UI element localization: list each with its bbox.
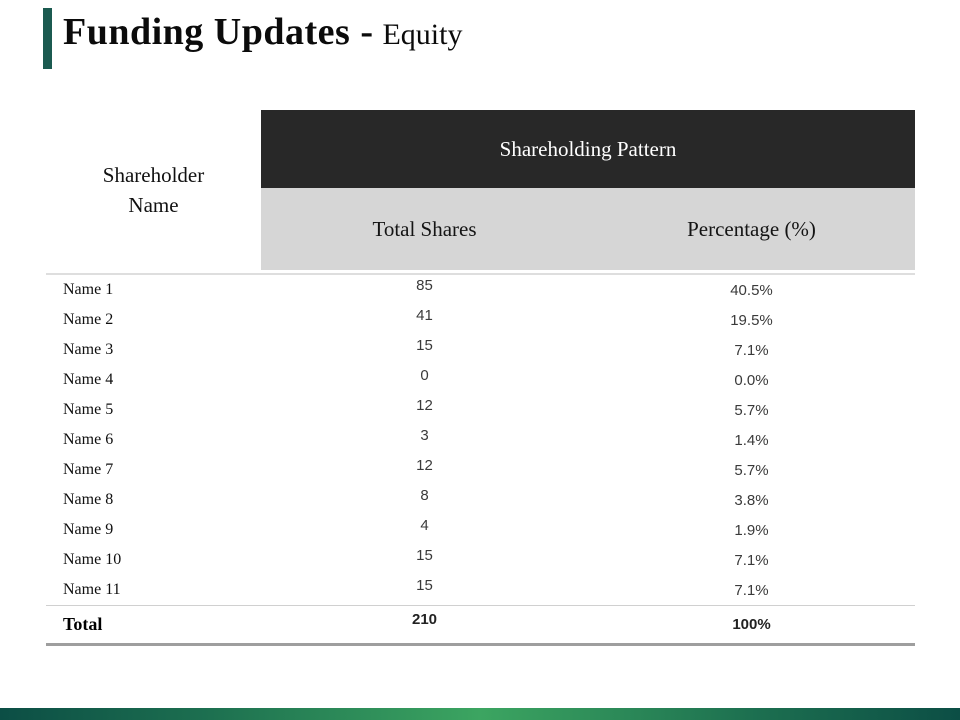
table-row: Name 11 15 7.1% <box>46 575 915 605</box>
total-shares-cell: 12 <box>416 456 433 474</box>
shareholder-name-cell: Name 10 <box>63 551 122 568</box>
page-title-main: Funding Updates - <box>63 11 374 53</box>
table-row: Name 8 8 3.8% <box>46 485 915 515</box>
title-accent-bar <box>43 8 52 69</box>
table-total-row: Total 210 100% <box>46 605 915 646</box>
table-row: Name 6 3 1.4% <box>46 425 915 455</box>
corner-header-label: Shareholder Name <box>102 162 205 217</box>
total-shares-cell: 0 <box>420 366 429 384</box>
total-shares-cell: 3 <box>420 426 429 444</box>
shareholder-name-cell: Name 9 <box>63 521 114 538</box>
table-row: Name 9 4 1.9% <box>46 515 915 545</box>
table-row: Name 1 85 40.5% <box>46 275 915 305</box>
page-title-sub: Equity <box>382 18 463 51</box>
percentage-cell: 1.9% <box>734 521 769 539</box>
total-shares-cell: 85 <box>416 276 433 294</box>
column-header-percentage: Percentage (%) <box>687 216 816 241</box>
total-label-cell: Total <box>63 614 103 634</box>
footer-gradient-bar <box>0 708 960 720</box>
group-header-label: Shareholding Pattern <box>499 136 677 161</box>
shareholder-name-cell: Name 2 <box>63 311 114 328</box>
table-row: Name 7 12 5.7% <box>46 455 915 485</box>
percentage-cell: 0.0% <box>734 371 769 389</box>
total-shares-sum-cell: 210 <box>411 611 438 628</box>
table-row: Name 10 15 7.1% <box>46 545 915 575</box>
shareholder-name-cell: Name 7 <box>63 461 114 478</box>
percentage-cell: 40.5% <box>730 281 773 299</box>
shareholder-name-cell: Name 11 <box>63 581 121 598</box>
table-row: Name 4 0 0.0% <box>46 365 915 395</box>
table-row: Name 2 41 19.5% <box>46 305 915 335</box>
table-body: Name 1 85 40.5% Name 2 41 19.5% Name 3 1… <box>46 273 915 646</box>
corner-header-cell: Shareholder Name <box>46 110 261 270</box>
total-shares-cell: 12 <box>416 396 433 414</box>
percentage-cell: 5.7% <box>734 461 769 479</box>
group-header-cell: Shareholding Pattern <box>261 110 915 188</box>
percentage-cell: 1.4% <box>734 431 769 449</box>
shareholder-name-cell: Name 5 <box>63 401 114 418</box>
shareholder-name-cell: Name 1 <box>63 281 114 298</box>
table-header: Shareholder Name Shareholding Pattern To… <box>46 110 915 270</box>
total-shares-cell: 15 <box>416 576 433 594</box>
percentage-cell: 7.1% <box>734 341 769 359</box>
shareholder-name-cell: Name 4 <box>63 371 114 388</box>
shareholder-name-cell: Name 3 <box>63 341 114 358</box>
percentage-cell: 5.7% <box>734 401 769 419</box>
percentage-cell: 7.1% <box>734 581 769 599</box>
subheader-row: Total Shares Percentage (%) <box>261 188 915 270</box>
table-row: Name 3 15 7.1% <box>46 335 915 365</box>
shareholding-table: Shareholder Name Shareholding Pattern To… <box>46 110 915 646</box>
percentage-cell: 7.1% <box>734 551 769 569</box>
percentage-cell: 19.5% <box>730 311 773 329</box>
total-shares-cell: 15 <box>416 546 433 564</box>
page-title: Funding Updates - Equity <box>63 10 462 54</box>
total-shares-cell: 4 <box>420 516 429 534</box>
shareholder-name-cell: Name 8 <box>63 491 114 508</box>
table-row: Name 5 12 5.7% <box>46 395 915 425</box>
percentage-cell: 3.8% <box>734 491 769 509</box>
column-header-total-shares: Total Shares <box>372 216 477 241</box>
total-shares-cell: 8 <box>420 486 429 504</box>
shareholder-name-cell: Name 6 <box>63 431 114 448</box>
total-shares-cell: 41 <box>416 306 433 324</box>
total-shares-cell: 15 <box>416 336 433 354</box>
total-percentage-cell: 100% <box>732 616 771 633</box>
